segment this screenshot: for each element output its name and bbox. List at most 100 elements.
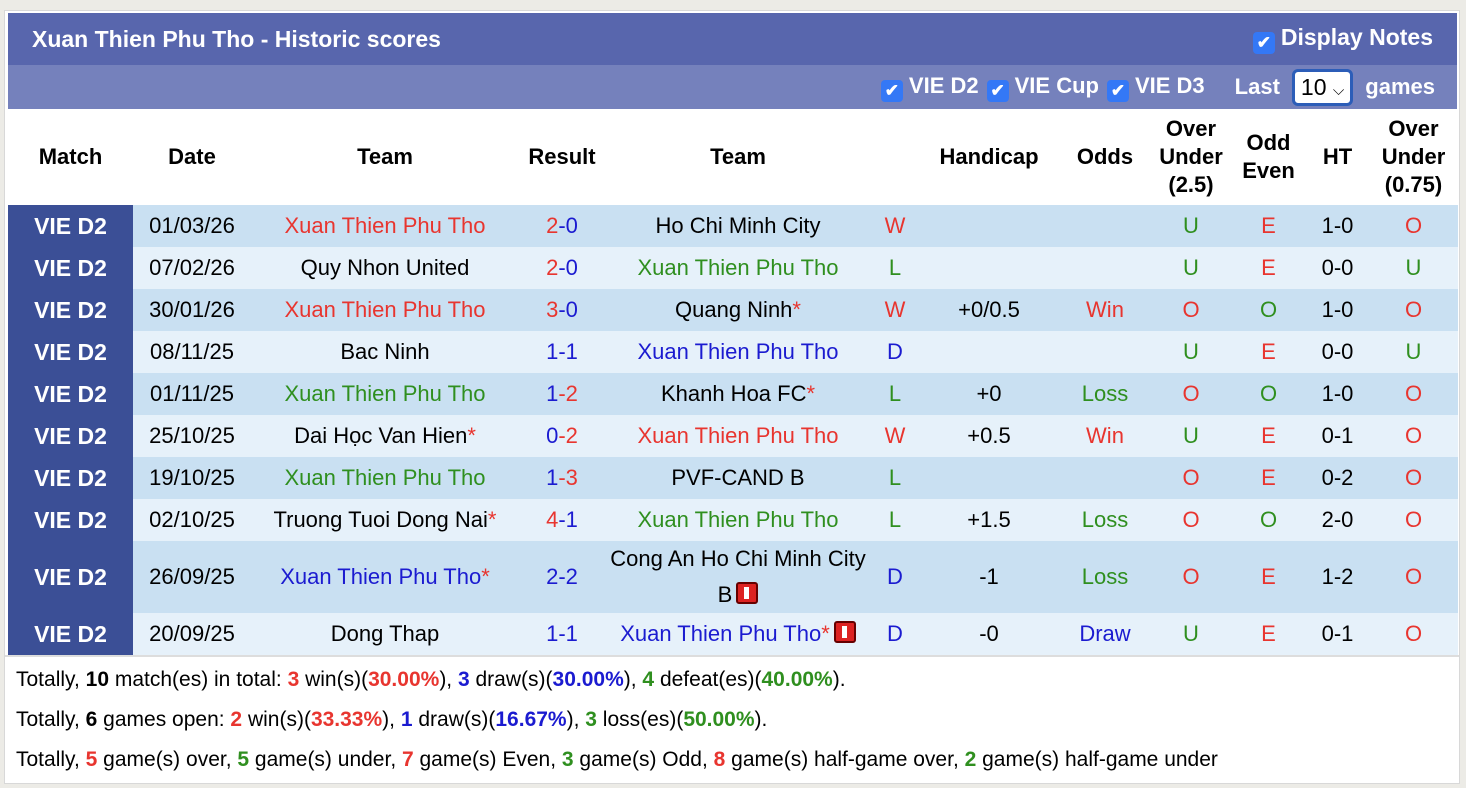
match-league[interactable]: VIE D2 [8,541,133,613]
home-team[interactable]: Truong Tuoi Dong Nai* [251,499,519,541]
home-team[interactable]: Xuan Thien Phu Tho [251,205,519,247]
team-name[interactable]: Xuan Thien Phu Tho [637,339,839,364]
team-name[interactable]: Dong Thap [330,621,440,646]
table-row[interactable]: VIE D2 08/11/25 Bac Ninh 1-1 Xuan Thien Phu … [8,331,1458,373]
display-notes-toggle[interactable]: ✔ Display Notes [1252,24,1433,54]
match-league[interactable]: VIE D2 [8,289,133,331]
team-name[interactable]: Quy Nhon United [300,255,470,280]
team-name[interactable]: PVF-CAND B [671,465,805,490]
summary-text: 33.33% [310,708,383,731]
checkbox-checked-icon[interactable]: ✔ [986,79,1009,102]
table-row[interactable]: VIE D2 02/10/25 Truong Tuoi Dong Nai* 4-1 Xu… [8,499,1458,541]
match-league[interactable]: VIE D2 [8,373,133,415]
home-team[interactable]: Dai Học Van Hien* [251,415,519,457]
filter-vie-cup[interactable]: ✔ VIE Cup [986,73,1099,102]
home-team[interactable]: Xuan Thien Phu Tho [251,457,519,499]
result-score[interactable]: 4-1 [519,499,605,541]
team-name[interactable]: Quang Ninh [675,297,793,322]
away-team[interactable]: Xuan Thien Phu Tho [605,331,871,373]
team-name[interactable]: Bac Ninh [340,339,430,364]
checkbox-checked-icon[interactable]: ✔ [1252,32,1275,54]
result-score[interactable]: 2-2 [519,541,605,613]
team-name[interactable]: Dai Học Van Hien [294,423,468,448]
away-team[interactable]: PVF-CAND B [605,457,871,499]
home-team[interactable]: Xuan Thien Phu Tho [251,373,519,415]
table-row[interactable]: VIE D2 19/10/25 Xuan Thien Phu Tho 1-3 PVF-C… [8,457,1458,499]
match-league[interactable]: VIE D2 [8,331,133,373]
team-name[interactable]: Xuan Thien Phu Tho [284,297,486,322]
home-team[interactable]: Xuan Thien Phu Tho* [251,541,519,613]
team-name[interactable]: Ho Chi Minh City [655,213,821,238]
result-score[interactable]: 3-0 [519,289,605,331]
result-score[interactable]: 2-0 [519,205,605,247]
away-team[interactable]: Xuan Thien Phu Tho [605,499,871,541]
match-league[interactable]: VIE D2 [8,457,133,499]
match-league[interactable]: VIE D2 [8,415,133,457]
handicap: -0 [919,613,1059,655]
away-team[interactable]: Xuan Thien Phu Tho [605,415,871,457]
result-score[interactable]: 2-0 [519,247,605,289]
team-name[interactable]: Khanh Hoa FC [660,381,807,406]
result-score[interactable]: 1-1 [519,331,605,373]
over-under-0-75: O [1369,205,1458,247]
games-label: games [1365,74,1435,99]
over-under-2-5: O [1151,289,1231,331]
away-team[interactable]: Xuan Thien Phu Tho* [605,613,871,655]
home-team[interactable]: Quy Nhon United [251,247,519,289]
table-row[interactable]: VIE D2 25/10/25 Dai Học Van Hien* 0-2 Xuan T… [8,415,1458,457]
filter-vie-d3[interactable]: ✔ VIE D3 [1106,73,1205,102]
checkbox-checked-icon[interactable]: ✔ [880,79,903,102]
team-name[interactable]: Xuan Thien Phu Tho [637,255,839,280]
home-goals: 4 [546,507,559,532]
team-name[interactable]: Xuan Thien Phu Tho [637,507,839,532]
column-header: Team [357,144,413,169]
match-league[interactable]: VIE D2 [8,205,133,247]
away-team[interactable]: Quang Ninh* [605,289,871,331]
last-games-select[interactable]: 10 ⌵ [1291,68,1354,106]
away-team[interactable]: Khanh Hoa FC* [605,373,871,415]
team-name[interactable]: Xuan Thien Phu Tho [284,381,486,406]
away-goals: 2 [565,381,578,406]
result-score[interactable]: 1-2 [519,373,605,415]
team-name[interactable]: Cong An Ho Chi Minh City B [610,546,866,607]
match-league[interactable]: VIE D2 [8,613,133,655]
home-team[interactable]: Dong Thap [251,613,519,655]
away-goals: 2 [565,564,578,589]
team-name[interactable]: Xuan Thien Phu Tho [284,465,486,490]
result-score[interactable]: 0-2 [519,415,605,457]
odds-result: Win [1059,415,1151,457]
away-team[interactable]: Cong An Ho Chi Minh City B [605,541,871,613]
home-team[interactable]: Xuan Thien Phu Tho [251,289,519,331]
summary-text: Totally, [16,748,86,771]
table-row[interactable]: VIE D2 30/01/26 Xuan Thien Phu Tho 3-0 Quang… [8,289,1458,331]
over-under-2-5: U [1151,205,1231,247]
table-row[interactable]: VIE D2 01/11/25 Xuan Thien Phu Tho 1-2 Khanh… [8,373,1458,415]
win-loss: D [871,541,919,613]
table-row[interactable]: VIE D2 07/02/26 Quy Nhon United 2-0 Xuan Thi… [8,247,1458,289]
table-row[interactable]: VIE D2 26/09/25 Xuan Thien Phu Tho* 2-2 Cong… [8,541,1458,613]
checkbox-checked-icon[interactable]: ✔ [1106,79,1129,102]
away-team[interactable]: Ho Chi Minh City [605,205,871,247]
team-name[interactable]: Xuan Thien Phu Tho [280,564,482,589]
table-row[interactable]: VIE D2 01/03/26 Xuan Thien Phu Tho 2-0 Ho Ch… [8,205,1458,247]
handicap [919,331,1059,373]
summary-text: win(s)( [242,708,311,731]
team-name[interactable]: Xuan Thien Phu Tho [284,213,486,238]
result-score[interactable]: 1-3 [519,457,605,499]
match-league[interactable]: VIE D2 [8,247,133,289]
home-team[interactable]: Bac Ninh [251,331,519,373]
half-time-score: 0-0 [1306,247,1369,289]
away-team[interactable]: Xuan Thien Phu Tho [605,247,871,289]
summary-text: 8 [713,748,726,771]
team-name[interactable]: Xuan Thien Phu Tho [637,423,839,448]
team-name[interactable]: Truong Tuoi Dong Nai [273,507,488,532]
match-league[interactable]: VIE D2 [8,499,133,541]
result-score[interactable]: 1-1 [519,613,605,655]
half-time-score: 1-0 [1306,289,1369,331]
team-name[interactable]: Xuan Thien Phu Tho [620,621,822,646]
column-header: Over Under (0.75) [1381,116,1446,197]
summary-text: draw(s)( [469,668,553,691]
summary-text: game(s) half-game over, [725,748,965,771]
filter-vie-d2[interactable]: ✔ VIE D2 [880,73,979,102]
table-row[interactable]: VIE D2 20/09/25 Dong Thap 1-1 Xuan Thien Phu… [8,613,1458,655]
